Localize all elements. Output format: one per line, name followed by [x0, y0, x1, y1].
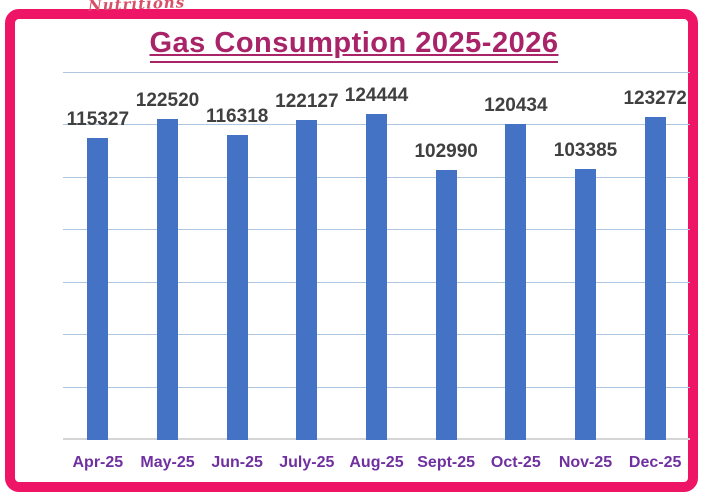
bar [435, 170, 457, 440]
bar [575, 168, 596, 440]
x-axis-label: May-25 [140, 454, 195, 471]
bar-value-label: 116318 [205, 106, 269, 128]
bar [157, 118, 178, 440]
chart-title: Gas Consumption 2025-2026 [0, 27, 708, 63]
bar [226, 135, 248, 440]
bar-value-label: 122520 [135, 89, 200, 111]
x-axis-label: July-25 [279, 454, 335, 471]
bar-chart: 115327 Apr-25 122520 May-25 116318 Jun-25 1221… [63, 72, 690, 471]
x-axis-label: Oct-25 [490, 454, 541, 471]
x-axis-label: Dec-25 [628, 454, 682, 471]
y-gridline [63, 72, 690, 73]
bar [644, 116, 666, 440]
x-axis-label: Aug-25 [349, 454, 404, 471]
x-axis-label: Apr-25 [72, 454, 124, 471]
bar [366, 113, 387, 440]
bar-value-label: 124444 [344, 84, 409, 106]
x-axis-label: Sept-25 [417, 454, 476, 471]
bar-value-label: 103385 [553, 139, 618, 161]
bar [505, 124, 527, 440]
bar-value-label: 115327 [66, 108, 130, 130]
bar-value-label: 122127 [275, 90, 339, 112]
chart-title-text: Gas Consumption 2025-2026 [149, 27, 559, 63]
bar [87, 137, 109, 440]
bar-value-label: 123272 [623, 87, 687, 109]
bar-value-label: 102990 [414, 141, 478, 163]
x-axis-label: Jun-25 [211, 454, 263, 471]
bar-value-label: 120434 [484, 95, 548, 117]
x-axis-label: Nov-25 [558, 454, 613, 471]
bar [296, 119, 318, 440]
